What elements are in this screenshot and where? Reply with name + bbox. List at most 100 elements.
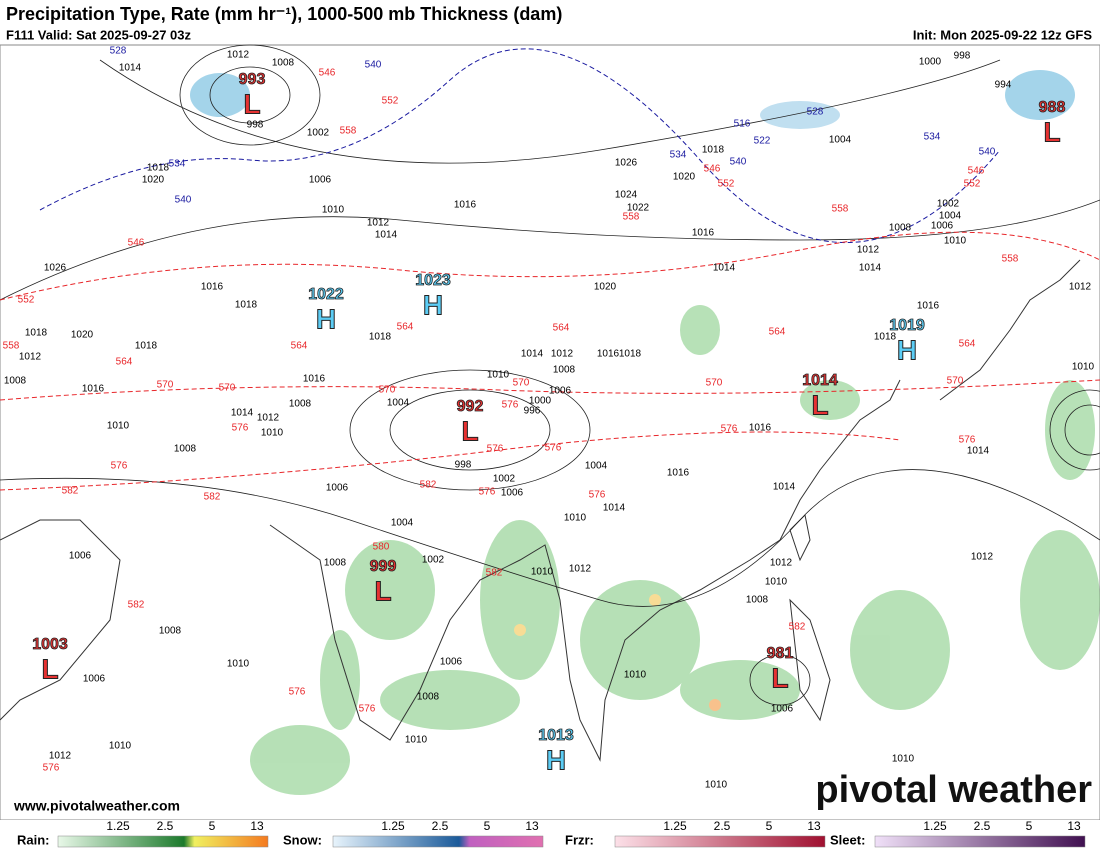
center-value: 1003 <box>32 636 68 653</box>
thickness-label: 522 <box>754 136 771 147</box>
isobar-label: 1004 <box>829 135 852 146</box>
center-value: 999 <box>370 558 397 575</box>
thickness-label: 546 <box>319 68 336 79</box>
thickness-label: 580 <box>373 542 390 553</box>
center-value: 1022 <box>308 286 344 303</box>
isobar-label: 1018 <box>147 163 170 174</box>
isobar-label: 1020 <box>71 330 94 341</box>
isobar-label: 1008 <box>159 626 182 637</box>
center-letter: H <box>316 303 336 334</box>
isobar-label: 1016 <box>303 374 326 385</box>
isobar-label: 1010 <box>261 428 284 439</box>
isobar-label: 1010 <box>405 735 428 746</box>
thickness-label: 570 <box>219 383 236 394</box>
isobar-label: 1002 <box>493 474 516 485</box>
title: Precipitation Type, Rate (mm hr⁻¹), 1000… <box>6 4 562 24</box>
center-letter: L <box>811 389 828 420</box>
isobar-label: 1018 <box>702 145 725 156</box>
isobar-label: 1012 <box>227 50 250 61</box>
legend-tick: 1.25 <box>106 819 130 833</box>
isobar-label: 998 <box>455 460 472 471</box>
isobar-label: 1010 <box>109 741 132 752</box>
isobar-label: 1024 <box>615 190 638 201</box>
isobar-label: 1006 <box>771 704 794 715</box>
isobar-label: 1006 <box>69 551 92 562</box>
thickness-lines <box>0 48 1100 491</box>
center-letter: H <box>423 289 443 320</box>
isobar-label: 1010 <box>227 659 250 670</box>
thickness-label: 534 <box>670 150 687 161</box>
isobar-label: 1002 <box>422 555 445 566</box>
init-time: Init: Mon 2025-09-22 12z GFS <box>913 27 1092 42</box>
center-value: 1013 <box>538 727 574 744</box>
thickness-label: 516 <box>734 119 751 130</box>
thickness-label: 582 <box>204 492 221 503</box>
isobar-label: 1012 <box>770 558 793 569</box>
isobar-label: 996 <box>524 406 541 417</box>
thickness-label: 552 <box>718 179 735 190</box>
isobar-label: 1008 <box>553 365 576 376</box>
isobar-label: 1014 <box>521 349 544 360</box>
thickness-label: 582 <box>486 568 503 579</box>
isobar-label: 1012 <box>1069 282 1092 293</box>
isobar-label: 1008 <box>417 692 440 703</box>
legend-tick: 2.5 <box>974 819 991 833</box>
isobar-label: 998 <box>954 51 971 62</box>
thickness-label: 552 <box>18 295 35 306</box>
thickness-label: 546 <box>128 238 145 249</box>
legend-tick: 13 <box>250 819 264 833</box>
isobar-label: 1018 <box>25 328 48 339</box>
isobar-label: 1016 <box>667 468 690 479</box>
isobar-label: 1014 <box>773 482 796 493</box>
precipitation <box>190 70 1100 795</box>
thickness-label: 564 <box>553 323 570 334</box>
isobar-label: 1010 <box>705 780 728 791</box>
legend-tick: 5 <box>484 819 491 833</box>
isobar-label: 994 <box>995 80 1012 91</box>
thickness-label: 570 <box>157 380 174 391</box>
thickness-label: 564 <box>116 357 133 368</box>
thickness-label: 558 <box>340 126 357 137</box>
isobar-label: 1012 <box>551 349 574 360</box>
thickness-label: 582 <box>62 486 79 497</box>
thickness-label: 546 <box>704 164 721 175</box>
brand: pivotal weather <box>815 769 1092 811</box>
legend-tick: 2.5 <box>157 819 174 833</box>
isobar-label: 1010 <box>531 567 554 578</box>
center-letter: L <box>1043 116 1060 147</box>
legend-tick: 5 <box>209 819 216 833</box>
isobar-label: 1008 <box>324 558 347 569</box>
legend-scale <box>614 835 826 848</box>
isobar-label: 1008 <box>746 595 769 606</box>
legend-tick: 13 <box>1067 819 1081 833</box>
isobar-label: 1000 <box>529 396 552 407</box>
isobar-label: 1008 <box>272 58 295 69</box>
isobar-label: 1008 <box>289 399 312 410</box>
isobar-label: 1018 <box>874 332 897 343</box>
thickness-label: 576 <box>589 490 606 501</box>
thickness-label: 540 <box>365 60 382 71</box>
thickness-label: 582 <box>789 622 806 633</box>
thickness-label: 570 <box>513 378 530 389</box>
center-value: 992 <box>457 398 484 415</box>
isobar-label: 1004 <box>585 461 608 472</box>
legend-scale <box>57 835 269 848</box>
legend-tick: 5 <box>1026 819 1033 833</box>
coastlines <box>0 259 1081 762</box>
thickness-label: 576 <box>232 423 249 434</box>
isobar-label: 1008 <box>174 444 197 455</box>
thickness-label: 558 <box>1002 254 1019 265</box>
isobar-label: 1014 <box>967 446 990 457</box>
isobar-label: 1016 <box>597 349 620 360</box>
isobar-label: 1012 <box>257 413 280 424</box>
isobar-label: 1012 <box>367 218 390 229</box>
thickness-label: 576 <box>111 461 128 472</box>
isobar-label: 1002 <box>937 199 960 210</box>
isobar-label: 1010 <box>564 513 587 524</box>
isobar-label: 1000 <box>919 57 942 68</box>
legend-tick: 13 <box>807 819 821 833</box>
thickness-label: 576 <box>545 443 562 454</box>
center-value: 1014 <box>802 372 838 389</box>
thickness-label: 564 <box>397 322 414 333</box>
isobar-label: 1016 <box>454 200 477 211</box>
